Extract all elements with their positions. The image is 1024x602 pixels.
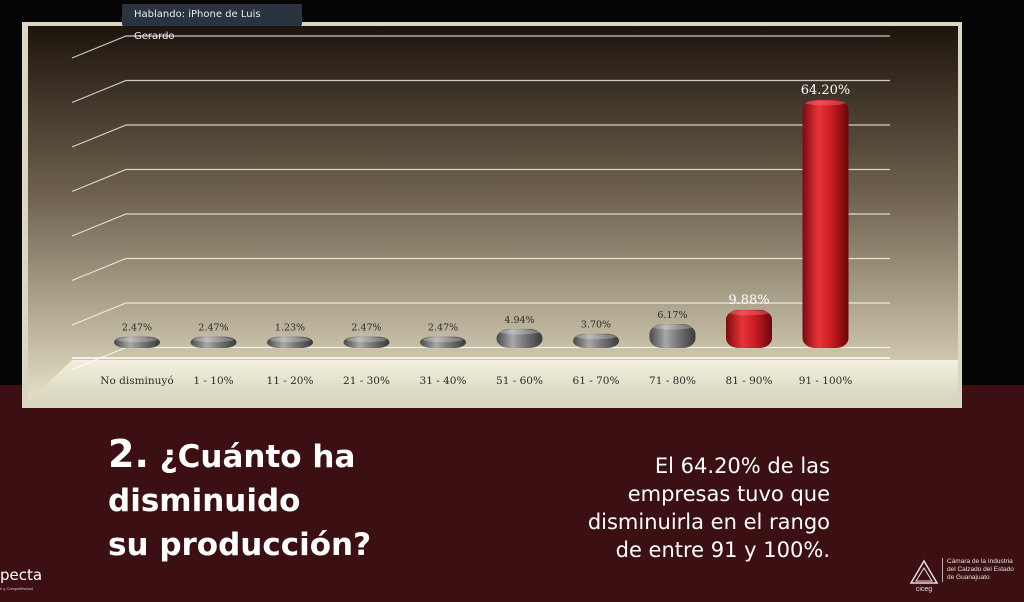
ciceg-line-3: de Guanajuato — [947, 574, 990, 581]
logo-left-subtitle: n y Competitividad — [0, 586, 33, 591]
logo-left-name: pecta — [0, 566, 43, 584]
data-labels-group: 2.47% 2.47% 1.23% 2.47% 2.47% 4.94% 3.70% 6.17%… — [122, 83, 850, 334]
grid-line — [71, 257, 890, 282]
data-label: 64.20% — [801, 83, 851, 98]
bar — [420, 336, 466, 348]
tick-label: 51 - 60% — [496, 375, 543, 387]
data-label: 2.47% — [198, 323, 228, 334]
question-text-2: disminuido — [108, 483, 301, 519]
grid-line — [71, 35, 890, 59]
bar-highlight — [499, 329, 540, 335]
data-label: 4.94% — [504, 315, 534, 326]
data-label: 3.70% — [581, 320, 611, 331]
tick-label: 1 - 10% — [193, 375, 233, 387]
bar-highlight — [117, 337, 157, 343]
bar-highlight — [729, 310, 769, 316]
answer-text: El 64.20% de las empresas tuvo que dismi… — [520, 452, 830, 564]
grid-line — [71, 79, 890, 104]
bars-group — [114, 99, 849, 348]
bar-highlight — [270, 337, 310, 343]
bar-highlight — [193, 337, 234, 343]
ciceg-emblem-icon: ciceg — [909, 559, 939, 593]
ciceg-logo: ciceg Cámara de la Industria del Calzado… — [908, 558, 1024, 594]
tick-label: 91 - 100% — [799, 375, 853, 387]
grid-lines — [71, 35, 890, 371]
bar — [496, 328, 543, 348]
bar-highlight — [805, 100, 846, 106]
answer-line: El 64.20% de las — [654, 454, 830, 478]
answer-line: empresas tuvo que — [627, 482, 830, 506]
bar — [114, 336, 160, 348]
tick-label: 71 - 80% — [649, 375, 696, 387]
tick-label: No disminuyó — [100, 375, 173, 387]
tick-label: 11 - 20% — [267, 375, 314, 387]
question-line-1: 2. ¿Cuánto ha — [108, 432, 438, 479]
ciceg-line-2: del Calzado del Estado — [947, 566, 1014, 573]
tick-label: 61 - 70% — [573, 375, 620, 387]
bar — [726, 309, 772, 348]
grid-line — [71, 168, 890, 193]
bar-highlight — [346, 337, 387, 343]
data-label: 1.23% — [275, 323, 305, 334]
question-heading: 2. ¿Cuánto ha disminuido su producción? — [108, 432, 438, 567]
speaker-indicator: Hablando: iPhone de Luis Gerardo — [122, 4, 302, 42]
bar-highlight — [423, 337, 463, 343]
tick-labels-group: No disminuyó 1 - 10% 11 - 20% 21 - 30% 31 - … — [100, 375, 852, 387]
ciceg-org-name: Cámara de la Industria del Calzado del E… — [942, 558, 1014, 582]
ciceg-line-1: Cámara de la Industria — [947, 558, 1013, 565]
question-text-1: ¿Cuánto ha — [159, 439, 356, 475]
tick-label: 81 - 90% — [726, 375, 773, 387]
data-label: 9.88% — [728, 293, 769, 308]
bar-highlight — [576, 334, 616, 340]
ciceg-brand-text: ciceg — [916, 586, 932, 593]
answer-line: disminuirla en el rango — [587, 510, 830, 534]
grid-line — [71, 302, 890, 326]
tick-label: 21 - 30% — [343, 375, 390, 387]
data-label: 2.47% — [351, 323, 381, 334]
bar — [267, 336, 313, 348]
grid-line — [71, 124, 890, 148]
chart-floor — [28, 360, 958, 402]
answer-line: de entre 91 y 100%. — [615, 538, 830, 562]
bar — [343, 336, 390, 348]
question-text-3: su producción? — [108, 527, 372, 563]
bar-highlight — [652, 324, 693, 330]
grid-line — [71, 213, 890, 237]
bar — [649, 324, 696, 348]
bar — [190, 336, 237, 348]
bar — [573, 333, 619, 348]
data-label: 6.17% — [657, 310, 687, 321]
data-label: 2.47% — [122, 323, 152, 334]
question-number: 2. — [108, 432, 149, 476]
tick-label: 31 - 40% — [420, 375, 467, 387]
bar — [802, 99, 849, 348]
data-label: 2.47% — [428, 323, 458, 334]
slide-bottom-background — [0, 385, 1024, 602]
